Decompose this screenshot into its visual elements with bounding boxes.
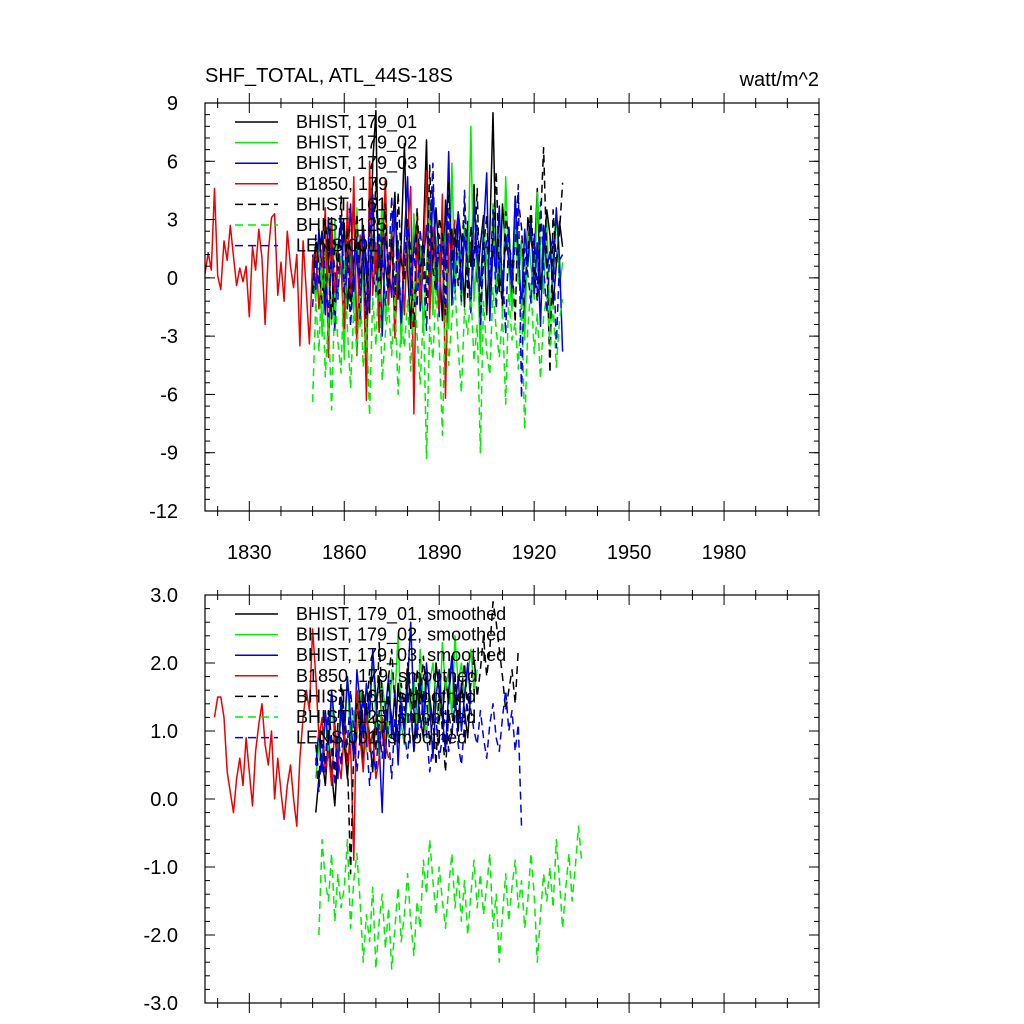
legend-label-5: BHIST, 125: [296, 215, 387, 235]
legend-label-0: BHIST, 179_01, smoothed: [296, 604, 506, 625]
series-line-6: [315, 689, 523, 827]
y-tick-label: -6: [160, 384, 178, 406]
x-tick-label: 1920: [512, 542, 557, 564]
x-tick-label: 1830: [227, 542, 272, 564]
y-tick-label: 0.0: [150, 789, 178, 811]
legend-label-5: BHIST, 125, smoothed: [296, 707, 476, 727]
legend-label-2: BHIST, 179_03: [296, 153, 417, 174]
top-panel: 9 6 3 0 -3 -6 -9 -12 1830 1860 1890 1920 1950 1980 SHF…: [149, 65, 820, 564]
y-tick-label: 3: [167, 210, 178, 232]
y-tick-label: -1.0: [144, 857, 178, 879]
x-tick-label: 1950: [607, 542, 652, 564]
y-tick-label: 0: [167, 268, 178, 290]
legend-label-6: LENS.001, smoothed: [296, 728, 467, 748]
legend-label-6: LENS.001: [296, 236, 378, 256]
legend-label-1: BHIST, 179_02, smoothed: [296, 625, 506, 646]
legend-label-2: BHIST, 179_03, smoothed: [296, 645, 506, 666]
legend-label-3: B1850, 179: [296, 174, 388, 194]
legend-label-4: BHIST, 161: [296, 194, 387, 214]
bottom-panel: 3.0 2.0 1.0 0.0 -1.0 -2.0 -3.0 BHIST, 179_01, s…: [144, 585, 820, 1015]
series-line-5: [318, 825, 583, 970]
y-tick-label: 2.0: [150, 653, 178, 675]
series-line-6: [311, 162, 564, 400]
legend-label-4: BHIST, 161, smoothed: [296, 686, 476, 706]
series-group: [205, 110, 564, 460]
y-tick-label: -12: [149, 501, 178, 523]
y-tick-label: 3.0: [150, 585, 178, 607]
plot-frame: [204, 102, 820, 512]
legend-label-3: B1850, 179, smoothed: [296, 666, 477, 686]
series-line-2: [315, 621, 472, 814]
legend-label-1: BHIST, 179_02: [296, 133, 417, 154]
series-group: [213, 601, 583, 970]
chart-title: SHF_TOTAL, ATL_44S-18S: [205, 65, 453, 87]
series-line-4: [315, 601, 520, 875]
series-line-4: [311, 146, 564, 374]
y-tick-label: 6: [167, 151, 178, 173]
series-line-5: [311, 259, 564, 460]
x-tick-label: 1980: [702, 542, 747, 564]
x-tick-label: 1860: [322, 542, 367, 564]
y-tick-label: -3: [160, 326, 178, 348]
y-tick-label: -2.0: [144, 925, 178, 947]
units-label: watt/m^2: [739, 69, 819, 91]
y-tick-label: -3.0: [144, 993, 178, 1015]
legend-label-0: BHIST, 179_01: [296, 112, 417, 133]
y-tick-label: 9: [167, 93, 178, 115]
x-tick-label: 1890: [417, 542, 462, 564]
y-tick-label: 1.0: [150, 721, 178, 743]
y-tick-label: -9: [160, 443, 178, 465]
